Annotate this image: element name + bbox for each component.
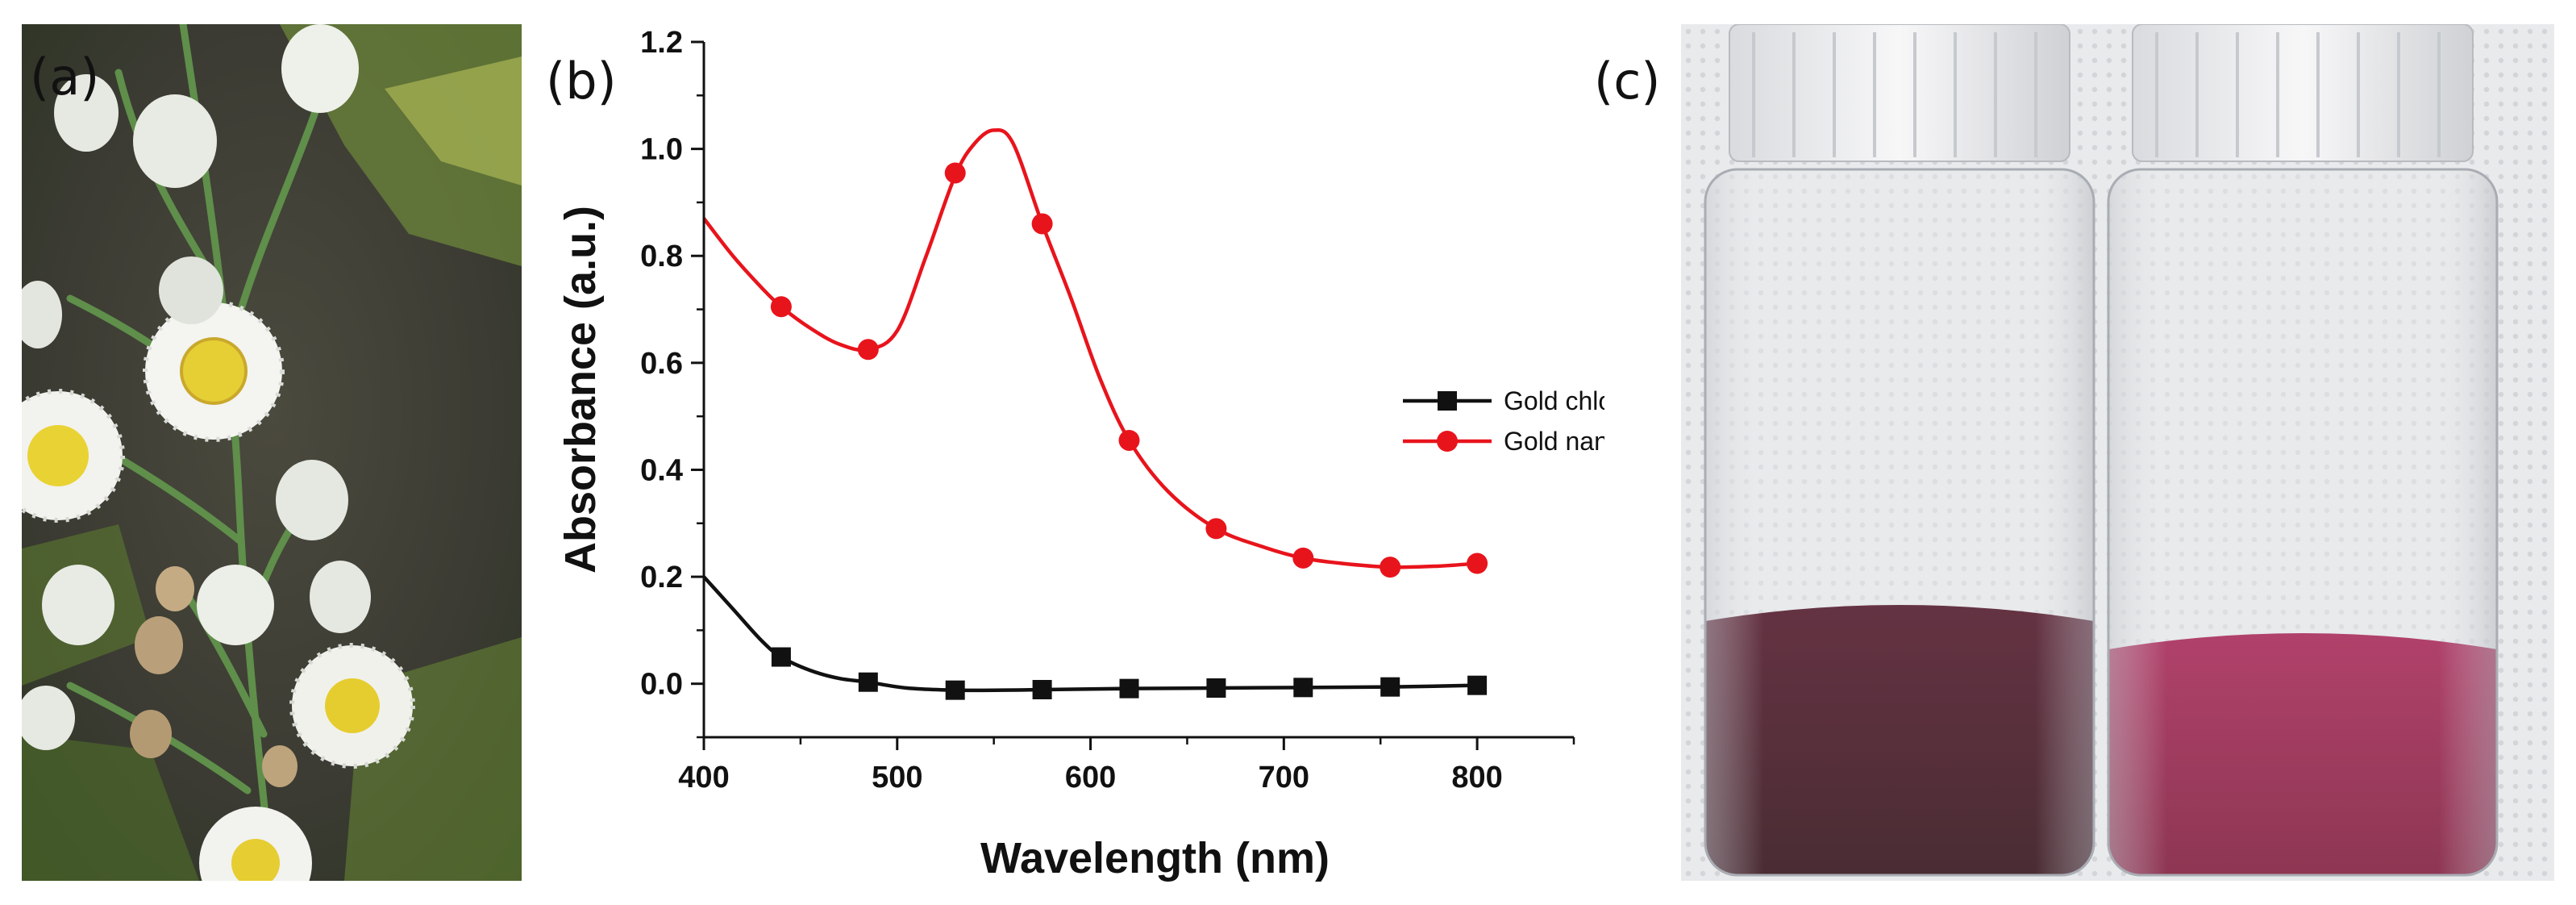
data-point-gold-nanoparticles xyxy=(770,296,792,318)
vials-photo-image xyxy=(1681,24,2554,881)
y-tick-label: 0.8 xyxy=(640,240,683,273)
data-point-gold-chloride xyxy=(771,647,791,667)
series-line-gold-nanoparticles xyxy=(702,128,1478,569)
chart-legend: Gold chloride trihydrate Gold nanopartic… xyxy=(1403,386,1604,456)
flower-photo: (a) xyxy=(22,24,522,881)
data-point-gold-chloride xyxy=(1119,678,1139,699)
legend-marker-gold-nanoparticles xyxy=(1437,431,1458,452)
absorbance-chart: 400 500 600 700 800 0.0 0.2 0.4 0.6 0.8 1.0 1.2 Wav… xyxy=(556,26,1604,882)
data-point-gold-nanoparticles xyxy=(1118,429,1140,451)
absorbance-chart-panel: (b) 400 500 600 700 800 0.0 0.2 0.4 0.6 0.8 1.0 1.2… xyxy=(532,0,1604,905)
vials-photo xyxy=(1681,24,2554,881)
data-point-gold-nanoparticles xyxy=(857,339,879,361)
data-point-gold-chloride xyxy=(1206,678,1226,698)
data-point-gold-nanoparticles xyxy=(1292,547,1314,569)
y-tick-label: 0.4 xyxy=(640,453,683,487)
flower-photo-image xyxy=(22,24,522,881)
y-tick-label: 0.0 xyxy=(640,668,683,702)
x-tick-label: 600 xyxy=(1065,761,1116,794)
daisy-flowers xyxy=(22,24,415,881)
chart-axes: 400 500 600 700 800 0.0 0.2 0.4 0.6 0.8 1.0 1.2 xyxy=(640,26,1575,794)
vial-light-solution xyxy=(2107,24,2499,877)
x-tick-label: 800 xyxy=(1451,761,1502,794)
data-point-gold-nanoparticles xyxy=(1031,213,1053,235)
data-point-gold-chloride xyxy=(1032,679,1052,699)
x-axis-title: Wavelength (nm) xyxy=(980,834,1330,882)
data-point-gold-chloride xyxy=(1380,677,1400,697)
vial-dark-solution xyxy=(1704,24,2095,877)
x-tick-label: 700 xyxy=(1259,761,1309,794)
data-point-gold-nanoparticles xyxy=(1467,553,1488,574)
y-tick-label: 1.2 xyxy=(640,26,683,60)
y-tick-label: 1.0 xyxy=(640,133,683,167)
data-point-gold-chloride xyxy=(858,672,878,692)
x-tick-label: 500 xyxy=(872,761,922,794)
y-tick-label: 0.6 xyxy=(640,347,683,381)
legend-label-gold-chloride: Gold chloride trihydrate xyxy=(1504,386,1604,415)
series-line-gold-chloride xyxy=(702,575,1478,693)
panel-b-label: (b) xyxy=(546,52,617,111)
y-axis-title: Absorbance (a.u.) xyxy=(556,206,605,573)
legend-label-gold-nanoparticles: Gold nanoparticles xyxy=(1504,427,1604,456)
data-point-gold-chloride xyxy=(945,680,965,700)
panel-c-label: (c) xyxy=(1594,52,1661,111)
y-tick-label: 0.2 xyxy=(640,561,683,594)
panel-a-label: (a) xyxy=(30,48,100,106)
data-point-gold-chloride xyxy=(1467,675,1488,695)
data-point-gold-nanoparticles xyxy=(1205,518,1227,540)
plot-area xyxy=(702,128,1488,700)
data-point-gold-nanoparticles xyxy=(944,162,966,184)
data-point-gold-chloride xyxy=(1293,678,1313,698)
x-tick-label: 400 xyxy=(678,761,729,794)
legend-marker-gold-chloride xyxy=(1438,391,1457,411)
data-point-gold-nanoparticles xyxy=(1380,557,1401,578)
